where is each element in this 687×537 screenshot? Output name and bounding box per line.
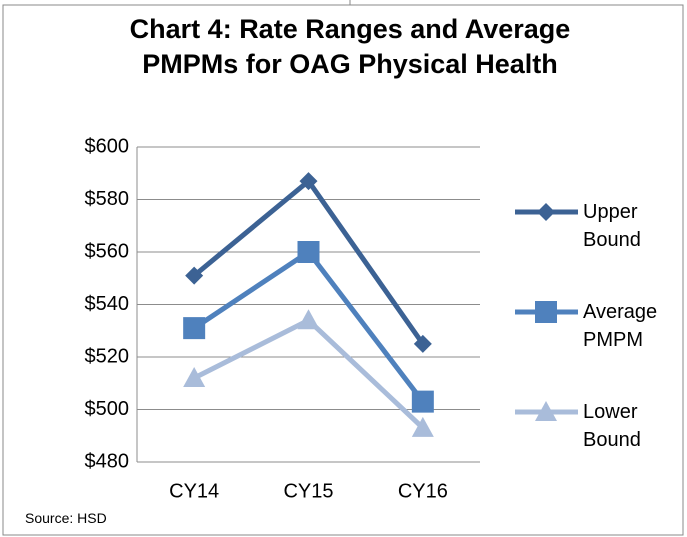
marker bbox=[411, 390, 434, 413]
marker bbox=[413, 334, 432, 353]
y-tick-label: $580 bbox=[85, 188, 130, 210]
y-tick-label: $540 bbox=[85, 293, 130, 315]
marker bbox=[183, 367, 206, 387]
legend-label: Upper Bound bbox=[583, 201, 641, 251]
marker bbox=[535, 401, 557, 421]
x-tick-label: CY15 bbox=[283, 480, 333, 502]
y-tick-label: $500 bbox=[85, 398, 130, 420]
marker bbox=[185, 266, 204, 285]
marker bbox=[183, 317, 206, 340]
legend-label: Average PMPM bbox=[583, 301, 658, 351]
marker bbox=[297, 241, 320, 263]
legend-label: Lower Bound bbox=[583, 401, 641, 451]
marker bbox=[537, 203, 555, 221]
marker bbox=[411, 416, 434, 437]
y-tick-label: $600 bbox=[85, 135, 130, 157]
marker bbox=[299, 172, 318, 191]
chart-border bbox=[2, 4, 684, 536]
series-line bbox=[193, 317, 425, 430]
marker bbox=[535, 301, 557, 323]
marker bbox=[297, 309, 320, 330]
x-tick-label: CY16 bbox=[398, 480, 448, 502]
y-tick-label: $560 bbox=[85, 240, 130, 262]
x-tick-label: CY14 bbox=[169, 480, 219, 502]
source-note: Source: HSD bbox=[25, 510, 107, 526]
y-tick-label: $480 bbox=[85, 450, 130, 472]
chart-title: Chart 4: Rate Ranges and Average PMPMs f… bbox=[129, 14, 571, 79]
y-tick-label: $520 bbox=[85, 345, 130, 367]
